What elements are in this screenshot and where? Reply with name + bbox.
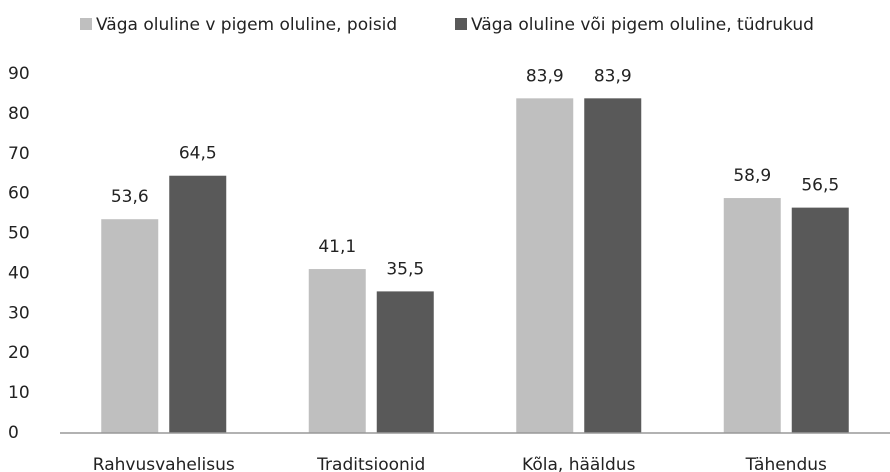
x-tick-label: Rahvusvahelisus bbox=[93, 455, 235, 472]
y-tick-label: 60 bbox=[8, 184, 30, 204]
y-tick-label: 50 bbox=[8, 224, 30, 244]
x-tick-label: Traditsioonid bbox=[316, 455, 425, 472]
x-tick-label: Kõla, hääldus bbox=[522, 455, 636, 472]
x-tick-label: Tähendus bbox=[745, 455, 827, 472]
data-label: 56,5 bbox=[801, 176, 839, 196]
y-tick-label: 10 bbox=[8, 383, 30, 403]
bar bbox=[376, 291, 434, 433]
legend-swatch bbox=[455, 18, 467, 30]
data-label: 64,5 bbox=[179, 144, 217, 164]
data-label: 83,9 bbox=[526, 66, 564, 86]
bar bbox=[516, 98, 574, 434]
legend-label: Väga oluline või pigem oluline, tüdrukud bbox=[471, 15, 814, 35]
y-tick-label: 90 bbox=[8, 64, 30, 84]
data-label: 35,5 bbox=[386, 259, 424, 279]
bar bbox=[584, 98, 642, 434]
y-tick-label: 0 bbox=[8, 423, 19, 443]
data-label: 41,1 bbox=[318, 237, 356, 257]
y-tick-label: 20 bbox=[8, 343, 30, 363]
bar bbox=[101, 219, 159, 433]
data-label: 83,9 bbox=[594, 66, 632, 86]
y-tick-label: 40 bbox=[8, 263, 30, 283]
bar bbox=[308, 269, 366, 433]
bar bbox=[169, 175, 227, 433]
bar bbox=[723, 198, 781, 433]
y-tick-label: 30 bbox=[8, 303, 30, 323]
legend-label: Väga oluline v pigem oluline, poisid bbox=[96, 15, 397, 35]
data-label: 58,9 bbox=[733, 166, 771, 186]
bar bbox=[791, 207, 849, 433]
data-label: 53,6 bbox=[111, 187, 149, 207]
y-tick-label: 80 bbox=[8, 104, 30, 124]
legend-swatch bbox=[80, 18, 92, 30]
y-tick-label: 70 bbox=[8, 144, 30, 164]
